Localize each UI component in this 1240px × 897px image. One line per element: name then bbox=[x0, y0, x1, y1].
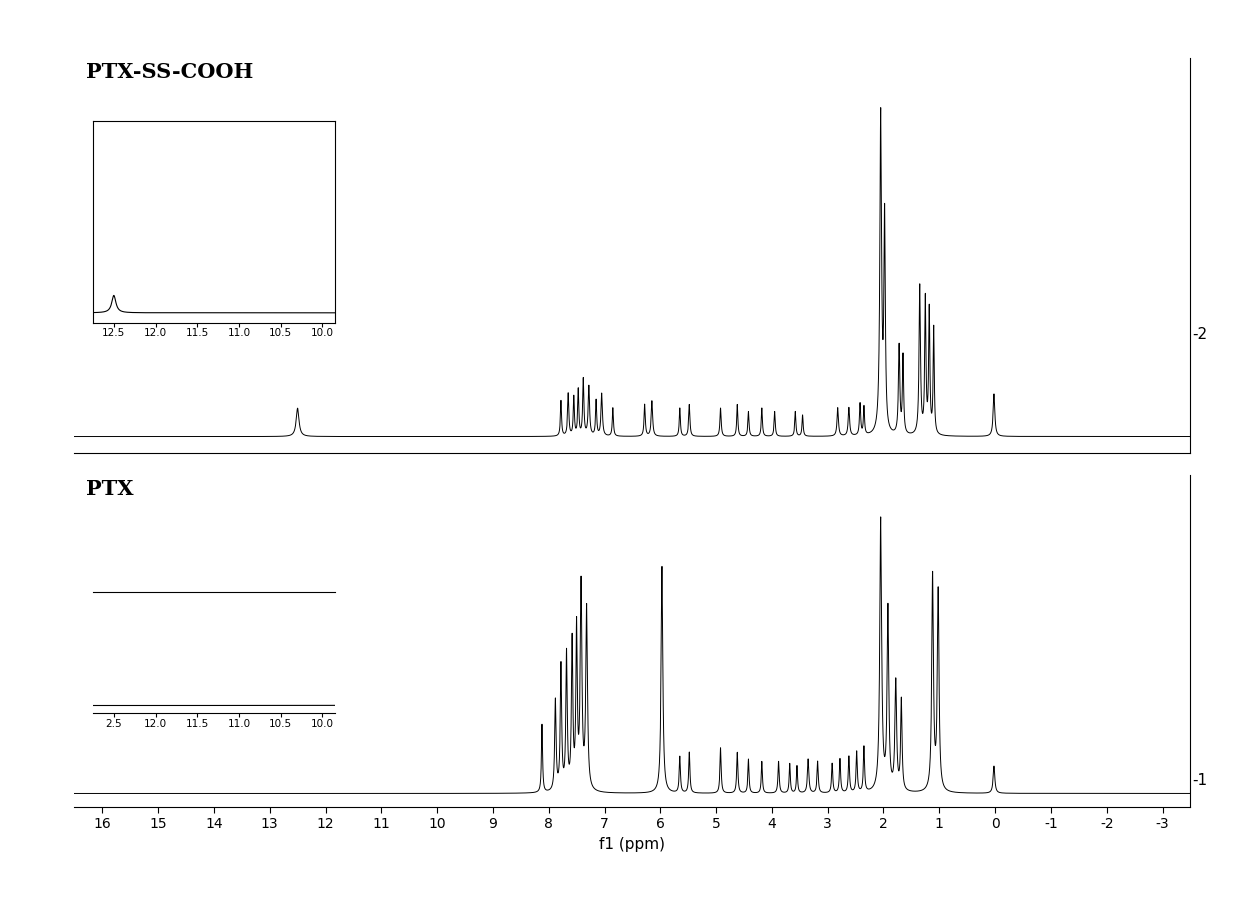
X-axis label: f1 (ppm): f1 (ppm) bbox=[599, 837, 666, 851]
Text: -2: -2 bbox=[1193, 327, 1208, 342]
Text: PTX: PTX bbox=[86, 479, 133, 499]
Text: -1: -1 bbox=[1193, 773, 1208, 788]
Text: PTX-SS-COOH: PTX-SS-COOH bbox=[86, 62, 253, 83]
